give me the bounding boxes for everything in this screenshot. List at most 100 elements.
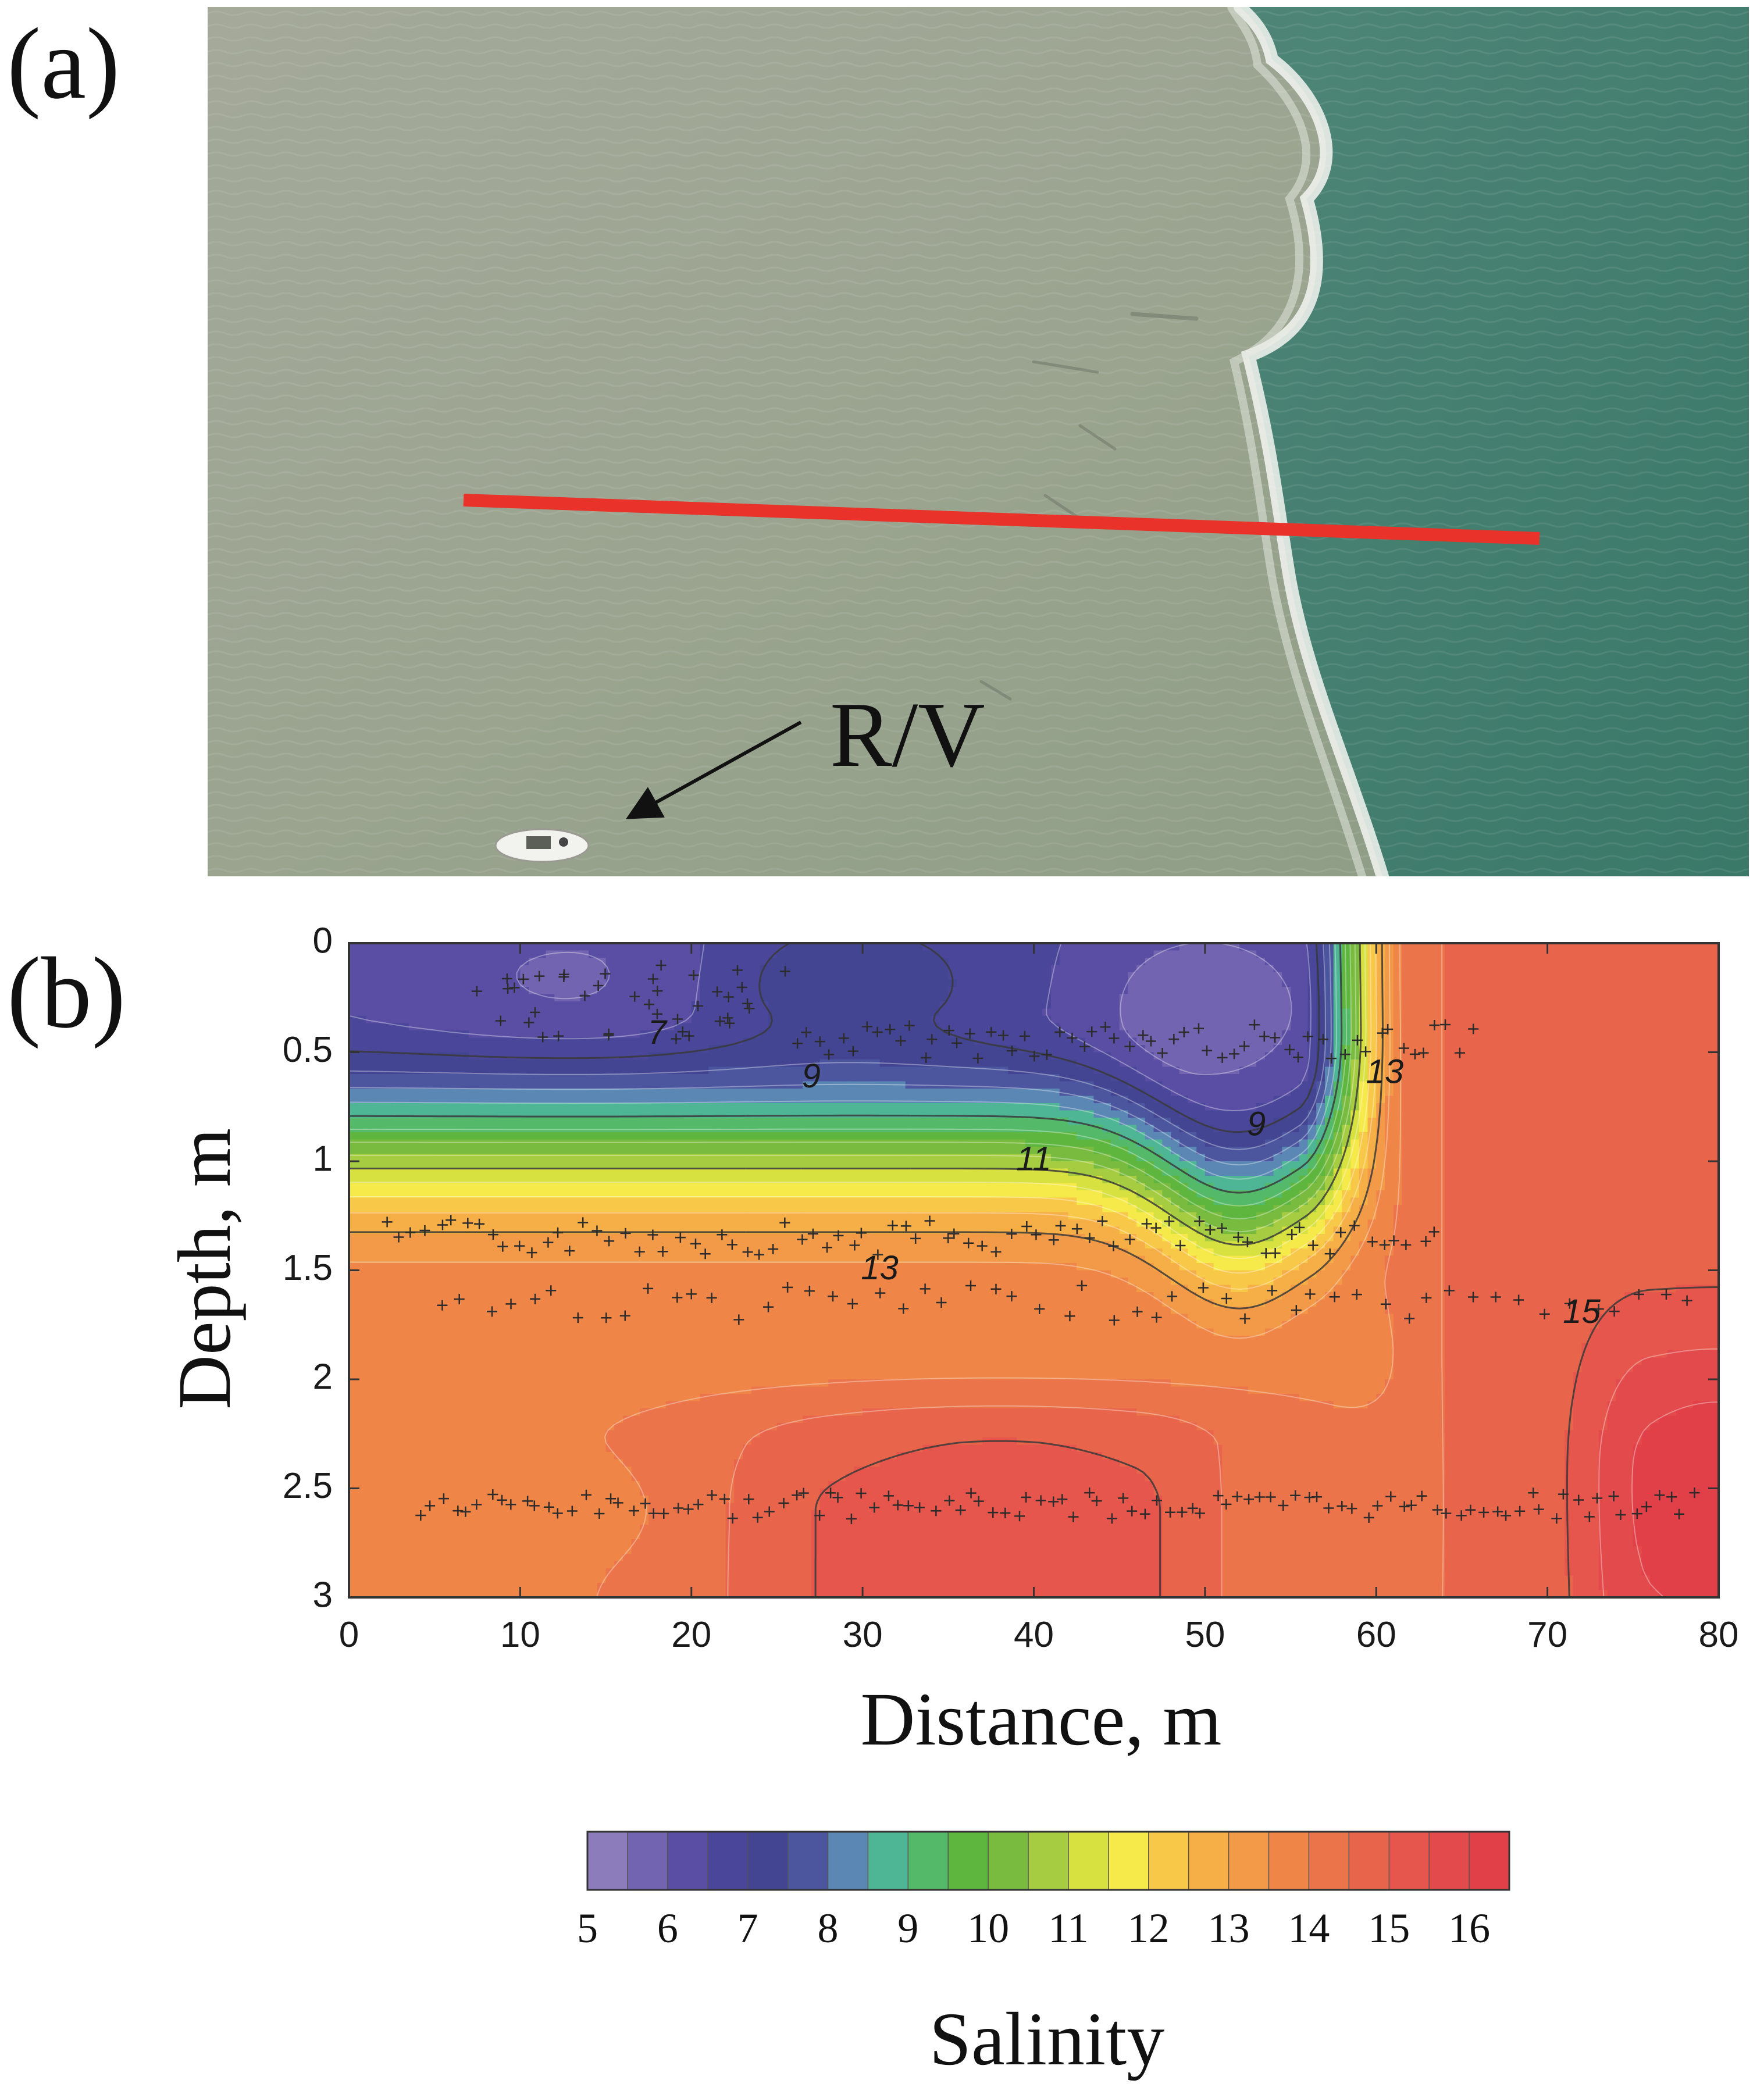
salinity-cell xyxy=(1145,1030,1154,1038)
salinity-cell xyxy=(418,958,427,965)
salinity-cell xyxy=(1462,1067,1471,1075)
salinity-cell xyxy=(1702,1074,1711,1082)
salinity-cell xyxy=(1650,1132,1659,1140)
salinity-cell xyxy=(1556,1038,1565,1046)
salinity-cell xyxy=(777,1016,786,1023)
salinity-cell xyxy=(1633,980,1642,987)
salinity-cell xyxy=(1522,1140,1531,1147)
salinity-cell xyxy=(1608,1074,1617,1082)
salinity-cell xyxy=(1556,1147,1565,1154)
salinity-cell xyxy=(623,1125,632,1133)
salinity-cell xyxy=(982,994,992,1002)
salinity-cell xyxy=(1453,1082,1463,1089)
salinity-cell xyxy=(1171,994,1180,1002)
salinity-cell xyxy=(1214,994,1223,1002)
salinity-cell xyxy=(794,1045,803,1053)
salinity-cell xyxy=(888,1096,897,1104)
salinity-cell xyxy=(572,1118,581,1125)
salinity-cell xyxy=(1684,1030,1694,1038)
salinity-cell xyxy=(965,994,975,1002)
salinity-cell xyxy=(520,1140,529,1147)
salinity-cell xyxy=(991,972,1000,980)
salinity-cell xyxy=(554,1001,564,1009)
salinity-cell xyxy=(1402,965,1411,973)
salinity-cell xyxy=(1505,1059,1514,1067)
salinity-cell xyxy=(1479,1016,1488,1023)
salinity-cell xyxy=(418,1140,427,1147)
salinity-cell xyxy=(580,1132,589,1140)
salinity-cell xyxy=(982,1074,992,1082)
salinity-cell xyxy=(1684,1154,1694,1162)
salinity-cell xyxy=(512,1082,521,1089)
salinity-cell xyxy=(434,1125,444,1133)
salinity-cell xyxy=(563,1059,572,1067)
salinity-cell xyxy=(811,987,821,994)
salinity-cell xyxy=(1154,1103,1163,1111)
salinity-cell xyxy=(1060,1045,1069,1053)
salinity-cell xyxy=(606,1016,615,1023)
salinity-cell xyxy=(863,1132,872,1140)
salinity-cell xyxy=(768,1053,778,1060)
salinity-cell xyxy=(418,980,427,987)
salinity-cell xyxy=(897,1140,906,1147)
salinity-cell xyxy=(1599,1161,1608,1169)
salinity-cell xyxy=(1419,1009,1428,1016)
salinity-cell xyxy=(820,1140,829,1147)
salinity-cell xyxy=(1051,1038,1060,1046)
salinity-cell xyxy=(1582,1016,1591,1023)
salinity-cell xyxy=(863,951,872,958)
salinity-cell xyxy=(529,1147,538,1154)
salinity-cell xyxy=(1060,1147,1069,1154)
salinity-cell xyxy=(1239,1147,1249,1154)
salinity-cell xyxy=(1684,965,1694,973)
salinity-cell xyxy=(452,987,461,994)
salinity-cell xyxy=(957,951,966,958)
salinity-cell xyxy=(400,1132,409,1140)
salinity-cell xyxy=(1325,1016,1334,1023)
salinity-cell xyxy=(623,994,632,1002)
salinity-cell xyxy=(1042,1030,1052,1038)
salinity-cell xyxy=(1436,1140,1445,1147)
salinity-cell xyxy=(1702,1125,1711,1133)
salinity-cell xyxy=(828,1103,838,1111)
salinity-cell xyxy=(1162,1001,1171,1009)
salinity-cell xyxy=(1325,1001,1334,1009)
salinity-cell xyxy=(940,987,949,994)
salinity-cell xyxy=(1102,951,1111,958)
salinity-cell xyxy=(1470,1038,1480,1046)
salinity-cell xyxy=(1196,980,1206,987)
salinity-cell xyxy=(957,1096,966,1104)
salinity-cell xyxy=(1470,1001,1480,1009)
salinity-cell xyxy=(837,1074,846,1082)
salinity-cell xyxy=(366,1074,375,1082)
salinity-cell xyxy=(1479,1118,1488,1125)
salinity-cell xyxy=(383,1059,393,1067)
salinity-cell xyxy=(1394,958,1403,965)
salinity-cell xyxy=(392,965,401,973)
salinity-cell xyxy=(546,1001,555,1009)
salinity-cell xyxy=(786,958,795,965)
salinity-cell xyxy=(897,1074,906,1082)
salinity-cell xyxy=(375,1132,384,1140)
salinity-cell xyxy=(580,980,589,987)
salinity-cell xyxy=(863,1089,872,1096)
salinity-cell xyxy=(1513,1009,1523,1016)
salinity-cell xyxy=(563,958,572,965)
salinity-cell xyxy=(1179,1009,1189,1016)
salinity-cell xyxy=(409,1045,418,1053)
salinity-cell xyxy=(1505,1082,1514,1089)
salinity-cell xyxy=(1436,1111,1445,1118)
salinity-cell xyxy=(1068,1067,1077,1075)
salinity-cell xyxy=(358,1023,367,1031)
salinity-cell xyxy=(358,1001,367,1009)
salinity-cell xyxy=(991,1118,1000,1125)
salinity-cell xyxy=(1548,1009,1557,1016)
salinity-cell xyxy=(837,972,846,980)
salinity-cell xyxy=(1436,1030,1445,1038)
salinity-cell xyxy=(1590,1140,1599,1147)
salinity-cell xyxy=(1145,1059,1154,1067)
salinity-cell xyxy=(1462,1103,1471,1111)
salinity-cell xyxy=(477,1125,487,1133)
salinity-cell xyxy=(1530,1161,1540,1169)
salinity-cell xyxy=(1102,980,1111,987)
